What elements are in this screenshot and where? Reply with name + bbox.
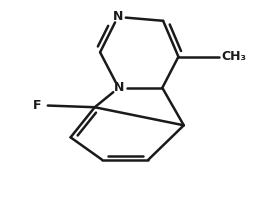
Text: N: N	[113, 10, 123, 23]
Text: F: F	[33, 99, 41, 112]
Text: CH₃: CH₃	[221, 50, 246, 63]
Text: N: N	[114, 81, 124, 94]
